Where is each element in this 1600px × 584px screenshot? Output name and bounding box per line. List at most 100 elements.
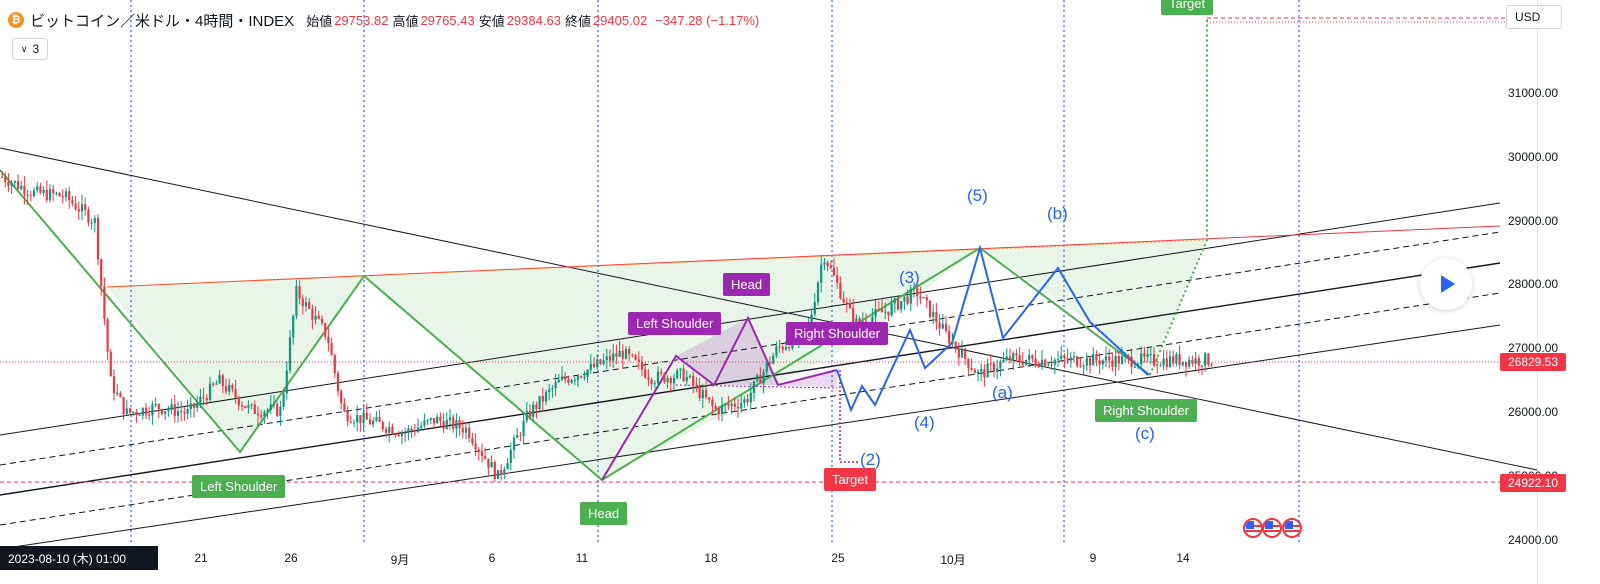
candle-body: [778, 346, 781, 348]
candle-body: [567, 379, 570, 383]
candle-body: [1120, 356, 1124, 364]
current-price-tag: 26829.53: [1500, 353, 1566, 371]
wave-label-4[interactable]: (4): [914, 413, 935, 432]
candle-body: [1207, 353, 1210, 365]
candle-body: [634, 355, 637, 360]
candle-body: [858, 318, 861, 323]
candle-body: [932, 312, 935, 317]
candle-body: [154, 404, 157, 406]
candle-body: [954, 341, 957, 349]
candle-body: [749, 392, 752, 403]
wave-label-c[interactable]: (c): [1135, 424, 1155, 443]
downtrend-line: [0, 147, 1538, 471]
candle-body: [1114, 355, 1117, 367]
candle-body: [1178, 354, 1181, 366]
candle-body: [682, 368, 685, 381]
wave-label-2[interactable]: (2): [860, 450, 881, 469]
y-tick-label: 24000.00: [1508, 533, 1559, 547]
candle-body: [1172, 356, 1175, 364]
candle-body: [148, 414, 151, 416]
candle-body: [599, 359, 602, 364]
candle-body: [135, 411, 138, 415]
candle-body: [317, 315, 320, 319]
candle-body: [180, 411, 183, 413]
candle-body: [125, 408, 128, 415]
candle-body: [224, 386, 228, 392]
candle-body: [1005, 356, 1008, 360]
candle-body: [964, 348, 967, 359]
candle-body: [29, 195, 32, 197]
symbol-title[interactable]: ビットコイン／米ドル・4時間・INDEX: [30, 12, 295, 30]
candle-body: [1127, 355, 1130, 357]
us-flag-icon[interactable]: [1282, 518, 1302, 538]
wave-label-a[interactable]: (a): [992, 383, 1013, 402]
candle-body: [519, 435, 522, 437]
indicators-toggle-button[interactable]: ∨ 3: [12, 38, 48, 60]
candle-body: [282, 393, 285, 407]
candle-body: [1021, 361, 1024, 365]
candle-body: [116, 392, 119, 394]
candle-body: [836, 275, 839, 283]
left-shoulder-label-purple[interactable]: Left Shoulder: [628, 312, 722, 335]
candle-body: [704, 390, 708, 398]
wave-label-5[interactable]: (5): [967, 186, 988, 205]
right-shoulder-label-green[interactable]: Right Shoulder: [1095, 399, 1197, 422]
candle-body: [228, 384, 231, 392]
candle-body: [474, 443, 477, 450]
right-shoulder-label-purple[interactable]: Right Shoulder: [786, 322, 888, 345]
currency-selector[interactable]: USD: [1506, 5, 1562, 29]
candle-body: [535, 404, 538, 410]
candle-body: [832, 267, 836, 276]
candle-body: [272, 403, 276, 405]
us-flag-icon[interactable]: [1243, 518, 1263, 538]
candle-body: [218, 375, 221, 384]
candle-body: [336, 373, 340, 392]
target-label-red[interactable]: Target: [824, 468, 877, 491]
candle-body: [352, 422, 356, 424]
target-projection-green: [1149, 18, 1208, 376]
pattern-fill-purple: [676, 318, 778, 385]
candle-body: [602, 360, 605, 364]
wave-label-b[interactable]: (b): [1047, 204, 1068, 223]
target-label-green[interactable]: Target: [1161, 0, 1214, 15]
left-shoulder-label-green[interactable]: Left Shoulder: [192, 475, 286, 498]
candle-body: [740, 403, 743, 409]
candle-body: [1197, 358, 1200, 366]
candle-body: [4, 176, 7, 183]
wave-label-3[interactable]: (3): [899, 268, 920, 287]
candle-body: [301, 298, 304, 307]
candle-body: [717, 408, 720, 414]
low-value: 29384.63: [506, 12, 561, 28]
symbol-header: ₿ ビットコイン／米ドル・4時間・INDEX 始値 29753.82 高値 29…: [8, 9, 759, 31]
candle-body: [311, 308, 314, 320]
candle-body: [999, 361, 1002, 369]
head-label-purple[interactable]: Head: [723, 273, 771, 296]
candle-body: [1117, 355, 1120, 364]
candle-body: [909, 288, 912, 304]
candle-body: [922, 297, 925, 299]
candle-body: [327, 336, 330, 344]
candle-body: [1069, 357, 1072, 361]
candle-body: [916, 287, 919, 297]
candle-body: [423, 420, 426, 426]
candle-body: [1191, 359, 1194, 364]
play-replay-button[interactable]: [1420, 258, 1472, 310]
candle-body: [84, 204, 87, 210]
candle-body: [80, 204, 84, 212]
candle-body: [503, 469, 506, 475]
candle-body: [1053, 359, 1056, 365]
head-label-green[interactable]: Head: [580, 502, 628, 525]
candle-body: [941, 323, 944, 329]
candle-body: [87, 209, 90, 223]
candle-body: [77, 209, 80, 212]
candle-body: [714, 405, 717, 409]
candle-body: [490, 462, 493, 468]
pattern-fill-green: [107, 240, 1207, 480]
candle-body: [452, 417, 455, 429]
channel-dashed-line: [0, 231, 1501, 466]
us-flag-icon[interactable]: [1262, 518, 1282, 538]
candle-body: [103, 286, 106, 319]
candle-body: [397, 434, 400, 436]
candle-body: [1085, 357, 1088, 366]
